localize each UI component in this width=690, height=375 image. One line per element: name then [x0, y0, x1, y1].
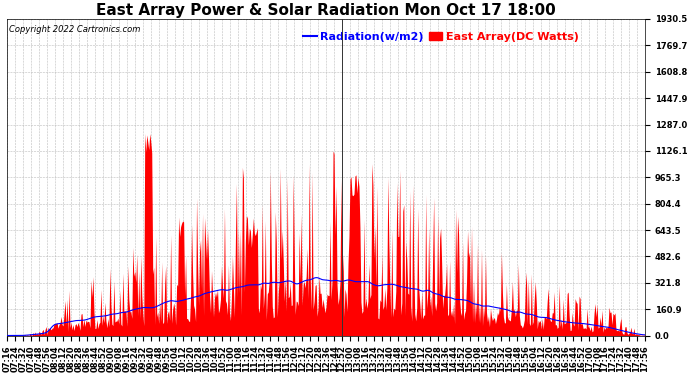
Legend: Radiation(w/m2), East Array(DC Watts): Radiation(w/m2), East Array(DC Watts): [299, 28, 583, 46]
Title: East Array Power & Solar Radiation Mon Oct 17 18:00: East Array Power & Solar Radiation Mon O…: [96, 3, 556, 18]
Text: Copyright 2022 Cartronics.com: Copyright 2022 Cartronics.com: [8, 25, 140, 34]
